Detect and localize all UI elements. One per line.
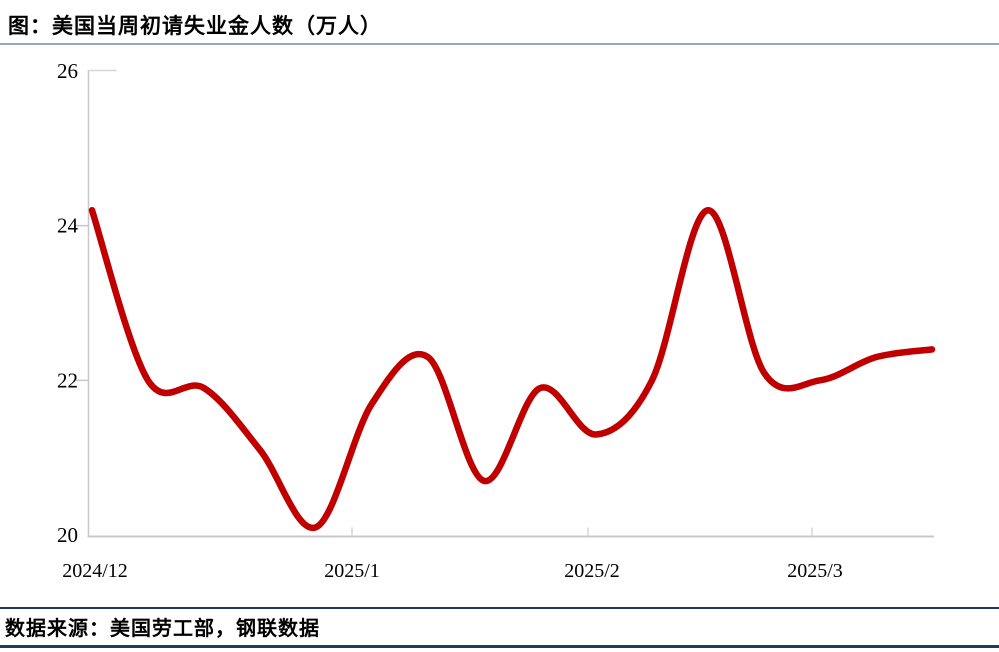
footer-rule-top bbox=[0, 607, 999, 609]
y-axis-label: 20 bbox=[57, 523, 78, 547]
x-axis-label: 2025/2 bbox=[564, 560, 620, 582]
y-axis-label: 24 bbox=[57, 214, 79, 238]
chart-title: 图：美国当周初请失业金人数（万人） bbox=[8, 14, 382, 38]
y-axis-label: 22 bbox=[57, 368, 78, 392]
x-axis-label: 2025/3 bbox=[787, 560, 843, 582]
title-rule bbox=[0, 43, 999, 45]
jobless-claims-chart: 20 22 24 26 2024/12 2025/1 2025/2 2025/3 bbox=[57, 59, 936, 582]
x-axis-label: 2025/1 bbox=[324, 560, 380, 582]
footer-rule-bottom bbox=[0, 645, 999, 648]
y-axis-label: 26 bbox=[57, 59, 78, 83]
claims-line bbox=[88, 206, 936, 531]
source-note: 数据来源：美国劳工部，钢联数据 bbox=[5, 618, 320, 640]
x-axis-label: 2024/12 bbox=[62, 560, 128, 582]
